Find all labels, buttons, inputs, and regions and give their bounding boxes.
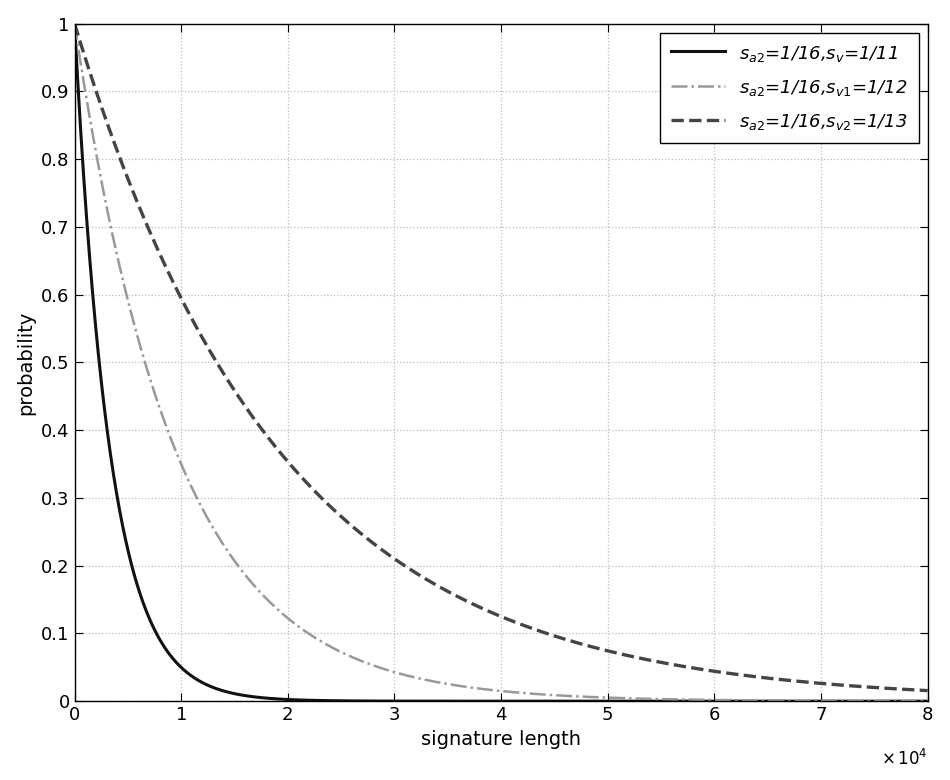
$s_{a2}$=1/16,$s_{v2}$=1/13 <box>484 607 495 616</box>
Text: $\times\,10^4$: $\times\,10^4$ <box>881 749 927 769</box>
$s_{a2}$=1/16,$s_v$=1/11 <box>69 19 81 28</box>
$s_{a2}$=1/16,$s_{v1}$=1/12 <box>461 682 472 692</box>
$s_{a2}$=1/16,$s_v$=1/11 <box>112 498 124 507</box>
$s_{a2}$=1/16,$s_{v1}$=1/12 <box>484 685 495 694</box>
Y-axis label: probability: probability <box>17 310 36 415</box>
$s_{a2}$=1/16,$s_{v1}$=1/12 <box>922 697 933 706</box>
$s_{a2}$=1/16,$s_{v2}$=1/13 <box>897 685 908 694</box>
$s_{a2}$=1/16,$s_v$=1/11 <box>897 697 908 706</box>
$s_{a2}$=1/16,$s_{v2}$=1/13 <box>112 148 124 158</box>
$s_{a2}$=1/16,$s_v$=1/11 <box>741 697 752 706</box>
$s_{a2}$=1/16,$s_v$=1/11 <box>897 697 908 706</box>
$s_{a2}$=1/16,$s_{v2}$=1/13 <box>461 597 472 606</box>
Legend: $s_{a2}$=1/16,$s_v$=1/11, $s_{a2}$=1/16,$s_{v1}$=1/12, $s_{a2}$=1/16,$s_{v2}$=1/: $s_{a2}$=1/16,$s_v$=1/11, $s_{a2}$=1/16,… <box>659 33 919 144</box>
$s_{a2}$=1/16,$s_{v1}$=1/12 <box>69 19 81 28</box>
Line: $s_{a2}$=1/16,$s_v$=1/11: $s_{a2}$=1/16,$s_v$=1/11 <box>75 23 927 701</box>
Line: $s_{a2}$=1/16,$s_{v1}$=1/12: $s_{a2}$=1/16,$s_{v1}$=1/12 <box>75 23 927 701</box>
$s_{a2}$=1/16,$s_{v1}$=1/12 <box>897 697 908 706</box>
$s_{a2}$=1/16,$s_{v1}$=1/12 <box>112 255 124 264</box>
$s_{a2}$=1/16,$s_{v2}$=1/13 <box>897 685 908 694</box>
$s_{a2}$=1/16,$s_v$=1/11 <box>484 697 495 706</box>
$s_{a2}$=1/16,$s_v$=1/11 <box>461 697 472 706</box>
$s_{a2}$=1/16,$s_{v2}$=1/13 <box>922 686 933 695</box>
$s_{a2}$=1/16,$s_v$=1/11 <box>922 697 933 706</box>
X-axis label: signature length: signature length <box>421 729 581 749</box>
$s_{a2}$=1/16,$s_{v1}$=1/12 <box>897 697 908 706</box>
$s_{a2}$=1/16,$s_{v2}$=1/13 <box>69 19 81 28</box>
$s_{a2}$=1/16,$s_{v1}$=1/12 <box>741 696 752 705</box>
$s_{a2}$=1/16,$s_{v2}$=1/13 <box>741 671 752 680</box>
Line: $s_{a2}$=1/16,$s_{v2}$=1/13: $s_{a2}$=1/16,$s_{v2}$=1/13 <box>75 23 927 690</box>
